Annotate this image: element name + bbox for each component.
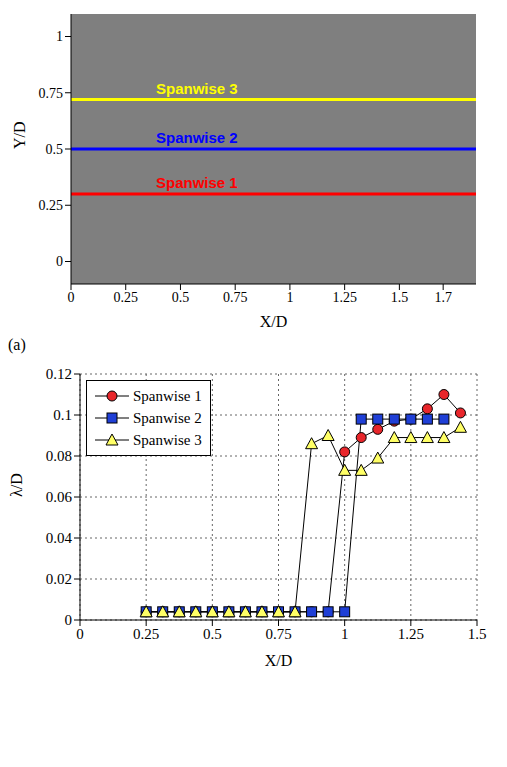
svg-text:0.25: 0.25 (133, 626, 159, 642)
html-text:Spanwise 3: Spanwise 3 (133, 431, 202, 448)
svg-text:1.5: 1.5 (468, 626, 487, 642)
svg-text:0.02: 0.02 (46, 571, 72, 587)
svg-text:X/D: X/D (260, 313, 288, 330)
html-text:Spanwise 2: Spanwise 2 (133, 409, 202, 426)
svg-text:λ/D: λ/D (8, 473, 25, 497)
html-text:Spanwise 1: Spanwise 1 (133, 387, 202, 404)
svg-text:0.75: 0.75 (223, 290, 248, 305)
svg-text:0.12: 0.12 (46, 366, 72, 382)
svg-text:0.25: 0.25 (39, 198, 64, 213)
html-text:(a): (a) (8, 336, 26, 353)
svg-text:0.04: 0.04 (46, 530, 73, 546)
svg-text:1.7: 1.7 (434, 290, 452, 305)
svg-text:Y/D: Y/D (11, 121, 28, 149)
svg-text:0.5: 0.5 (46, 142, 64, 157)
svg-text:0.75: 0.75 (39, 86, 64, 101)
svg-text:Spanwise 2: Spanwise 2 (156, 129, 238, 146)
svg-text:0.08: 0.08 (46, 448, 72, 464)
svg-text:1: 1 (56, 29, 63, 44)
svg-text:1: 1 (286, 290, 293, 305)
svg-text:0: 0 (76, 626, 84, 642)
svg-text:1.25: 1.25 (332, 290, 357, 305)
svg-text:Spanwise 1: Spanwise 1 (156, 174, 238, 191)
svg-text:Spanwise 3: Spanwise 3 (156, 80, 238, 97)
svg-text:0: 0 (68, 290, 75, 305)
svg-text:0.75: 0.75 (265, 626, 291, 642)
svg-text:1.25: 1.25 (398, 626, 424, 642)
svg-text:0.25: 0.25 (113, 290, 138, 305)
svg-text:0: 0 (56, 254, 63, 269)
svg-text:0: 0 (65, 612, 73, 628)
svg-text:0.5: 0.5 (203, 626, 222, 642)
svg-text:0.1: 0.1 (53, 407, 72, 423)
svg-text:0.06: 0.06 (46, 489, 73, 505)
svg-text:1: 1 (341, 626, 349, 642)
svg-text:1.5: 1.5 (391, 290, 409, 305)
svg-text:0.5: 0.5 (172, 290, 190, 305)
svg-text:X/D: X/D (265, 652, 293, 669)
